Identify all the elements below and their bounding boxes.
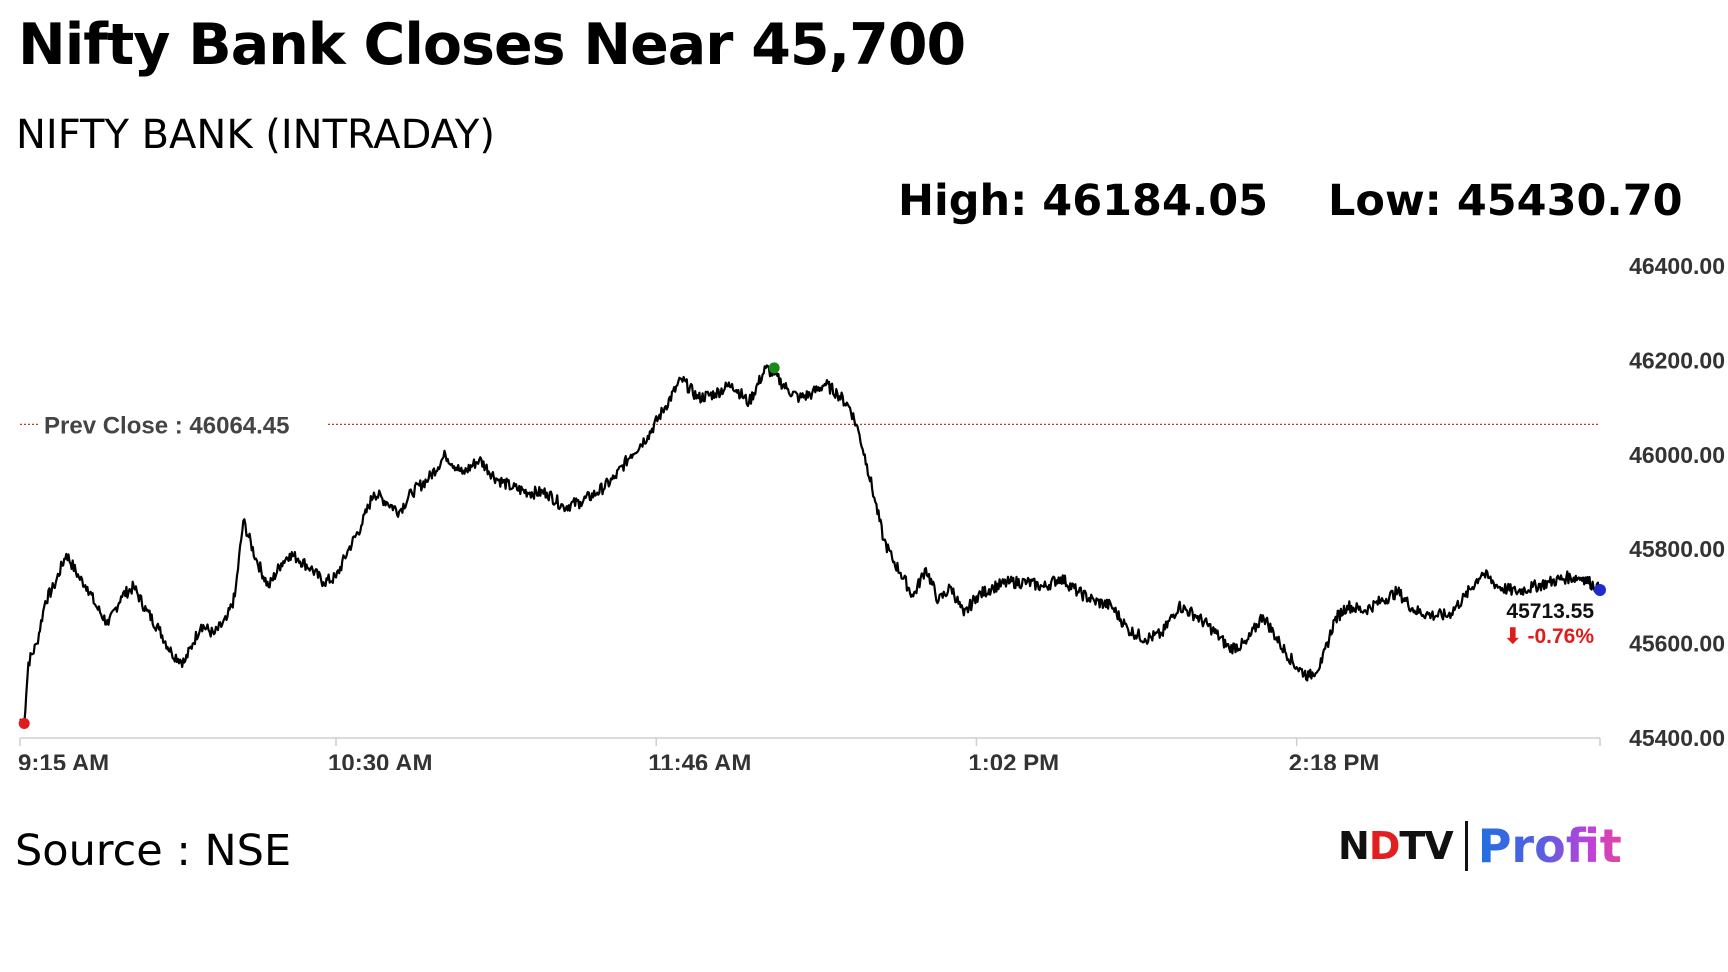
y-tick-label: 46000.00 — [1629, 442, 1725, 468]
y-tick-label: 45400.00 — [1629, 725, 1725, 751]
day-high-stat: High: 46184.05 — [898, 176, 1269, 226]
last-price-label: 45713.55 — [1506, 600, 1594, 623]
y-tick-label: 46400.00 — [1629, 253, 1725, 279]
y-tick-label: 46200.00 — [1629, 347, 1725, 373]
x-tick-label: 1:02 PM — [968, 750, 1059, 770]
ndtv-wordmark: NDTV — [1338, 824, 1454, 868]
day-low-stat: Low: 45430.70 — [1328, 176, 1683, 226]
profit-wordmark: Profit — [1477, 819, 1622, 873]
ndtv-profit-logo: NDTV Profit — [1338, 818, 1622, 874]
x-tick-label: 9:15 AM — [18, 750, 109, 770]
y-tick-label: 45600.00 — [1629, 631, 1725, 657]
prev-close-label-bg — [38, 408, 328, 439]
x-tick-label: 2:18 PM — [1289, 750, 1380, 770]
chart-subtitle: NIFTY BANK (INTRADAY) — [16, 112, 495, 158]
x-tick-label: 10:30 AM — [328, 750, 432, 770]
prev-close-label: Prev Close : 46064.45 — [44, 412, 290, 439]
y-tick-label: 45800.00 — [1629, 536, 1725, 562]
logo-divider — [1464, 821, 1468, 871]
intraday-line-chart: 9:15 AM 10:30 AM 11:46 AM 1:02 PM 2:18 PM 464… — [18, 253, 1725, 770]
source-label: Source : NSE — [15, 826, 292, 876]
price-change-label: ⬇ -0.76% — [1504, 625, 1594, 648]
last-price-marker — [1594, 584, 1606, 597]
chart-headline: Nifty Bank Closes Near 45,700 — [18, 12, 966, 78]
x-tick-label: 11:46 AM — [648, 750, 751, 770]
day-high-marker — [768, 362, 780, 374]
price-series-line — [19, 364, 1601, 729]
day-low-marker — [18, 718, 30, 730]
